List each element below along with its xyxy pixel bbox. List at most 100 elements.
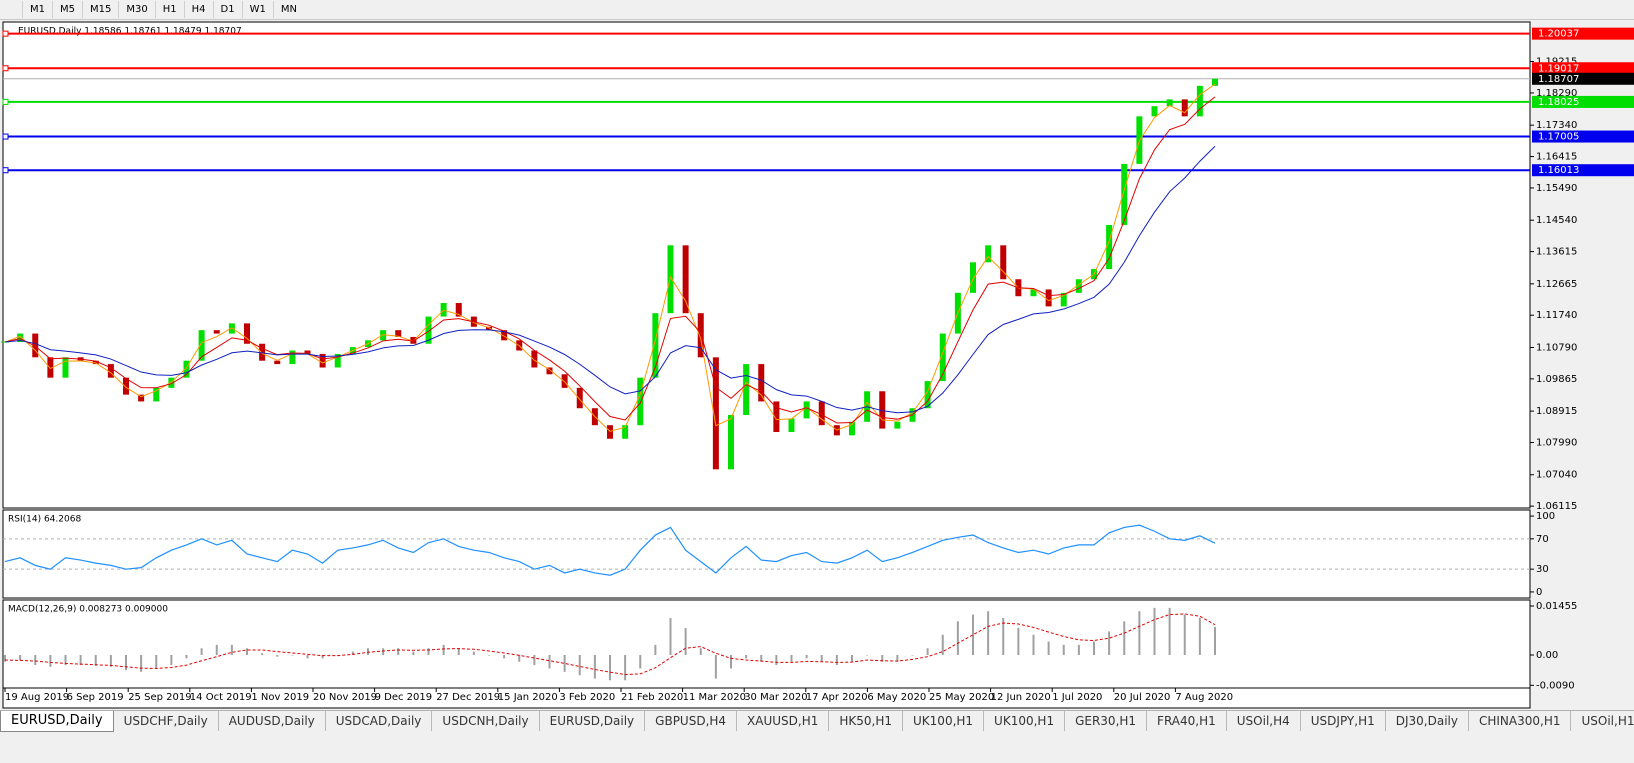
macd-bar	[881, 654, 884, 662]
macd-bar	[64, 654, 67, 666]
level-tag	[1532, 130, 1634, 143]
candle	[1060, 292, 1067, 307]
macd-bar	[49, 654, 52, 667]
x-tick-label: 14 Oct 2019	[190, 692, 252, 703]
macd-bar	[851, 654, 853, 662]
chart-tab[interactable]: XAUUSD,H1	[737, 711, 830, 731]
y-tick-label: 1.07040	[1536, 470, 1577, 481]
chart-tab[interactable]: UK100,H1	[984, 711, 1066, 731]
chart-tab[interactable]: EURUSD,Daily	[0, 711, 114, 732]
y-tick-label: 30	[1536, 564, 1549, 575]
macd-bar	[578, 654, 581, 676]
candle	[274, 360, 281, 365]
chart-tab[interactable]: GER30,H1	[1065, 711, 1148, 731]
period-button[interactable]: H1	[154, 1, 184, 18]
macd-bar	[987, 611, 990, 655]
macd-bar	[427, 648, 430, 655]
current-price-tag	[1532, 72, 1634, 85]
macd-bar	[1198, 617, 1201, 655]
candle	[455, 303, 462, 317]
candle	[1151, 106, 1158, 117]
macd-bar	[926, 648, 929, 655]
level-tag	[1532, 27, 1634, 40]
chart-title: EURUSD,Daily 1.18586 1.18761 1.18479 1.1…	[18, 27, 242, 37]
chart-tab[interactable]: DJ30,Daily	[1386, 711, 1469, 731]
period-button[interactable]: D1	[212, 1, 242, 18]
candle	[546, 367, 553, 375]
level-handle	[2, 167, 9, 174]
chart-tab[interactable]: USDCHF,Daily	[114, 711, 219, 731]
macd-bar	[684, 628, 687, 655]
macd-bar	[775, 654, 778, 666]
candle	[788, 418, 795, 432]
period-button[interactable]: W1	[241, 1, 273, 18]
macd-bar	[654, 644, 657, 655]
chart-tab[interactable]: GBPUSD,H4	[645, 711, 738, 731]
candle	[743, 364, 750, 416]
macd-bar	[472, 651, 475, 655]
macd-bar	[109, 654, 112, 667]
chart-tab[interactable]: USDCNH,Daily	[432, 711, 540, 731]
x-tick-label: 17 Apr 2020	[806, 692, 868, 703]
chart-tab[interactable]: HK50,H1	[829, 711, 904, 731]
y-tick-label: 70	[1536, 534, 1549, 545]
x-tick-label: 12 Jun 2020	[991, 692, 1051, 703]
macd-bar	[34, 654, 37, 666]
candle	[153, 387, 160, 402]
y-tick-label: 1.17340	[1536, 120, 1577, 131]
pane	[2, 599, 1531, 689]
y-tick-label: 1.15490	[1536, 183, 1577, 194]
macd-bar	[382, 648, 385, 655]
level-tag	[1532, 62, 1634, 75]
period-button[interactable]: MN	[272, 1, 304, 18]
chart-tab[interactable]: USDJPY,H1	[1301, 711, 1386, 731]
moving-average	[4, 83, 1216, 432]
macd-bar	[805, 654, 808, 659]
candle	[289, 350, 296, 365]
macd-bar	[972, 614, 974, 655]
period-button[interactable]: M5	[52, 1, 82, 18]
macd-bar	[1017, 628, 1020, 655]
candle	[1166, 99, 1173, 107]
indicator-title: MACD(12,26,9) 0.008273 0.009000	[8, 605, 168, 615]
macd-bar	[291, 654, 294, 656]
period-button[interactable]: M15	[82, 1, 118, 18]
period-button[interactable]: M1	[22, 1, 52, 18]
chart-tab[interactable]: EURUSD,Daily	[540, 711, 646, 731]
candle	[410, 336, 417, 344]
chart-tab[interactable]: USOil,H1	[1571, 711, 1634, 731]
macd-bar	[790, 654, 793, 662]
macd-bar	[563, 654, 566, 672]
chart-tab[interactable]: UK100,H1	[903, 711, 985, 731]
candle	[803, 401, 810, 419]
chart-tab[interactable]: AUDUSD,Daily	[219, 711, 326, 731]
chart-window: 1.06115 1.07040 1.07990 1.08915 1.09865 1.107…	[1, 21, 1634, 709]
chart-tab[interactable]: FRA40,H1	[1147, 711, 1227, 731]
period-button[interactable]: M30	[118, 1, 154, 18]
macd-bar	[1108, 631, 1111, 655]
macd-bar	[215, 644, 218, 655]
macd-bar	[1183, 614, 1186, 655]
macd-bar	[669, 617, 672, 655]
x-tick-label: 6 Sep 2019	[67, 692, 124, 703]
candle	[1045, 289, 1052, 307]
level-tag	[1532, 164, 1634, 177]
chart-tab[interactable]: USOil,H4	[1227, 711, 1301, 731]
y-tick-label: 0.00	[1536, 650, 1558, 661]
chart-tab[interactable]: CHINA300,H1	[1469, 711, 1572, 731]
candle	[985, 245, 992, 263]
candle	[501, 330, 508, 341]
macd-bar	[457, 648, 460, 655]
macd-bar	[246, 648, 248, 655]
macd-bar	[699, 648, 702, 655]
y-tick-label: 1.11740	[1536, 310, 1577, 321]
macd-bar	[1077, 644, 1080, 655]
chart-tab[interactable]: USDCAD,Daily	[326, 711, 433, 731]
candle	[531, 350, 538, 368]
candle	[259, 343, 266, 361]
period-button[interactable]: H4	[183, 1, 213, 18]
macd-bar	[261, 653, 264, 655]
candle	[395, 330, 402, 337]
candle	[682, 245, 689, 314]
toolbar-icon[interactable]	[0, 1, 22, 18]
